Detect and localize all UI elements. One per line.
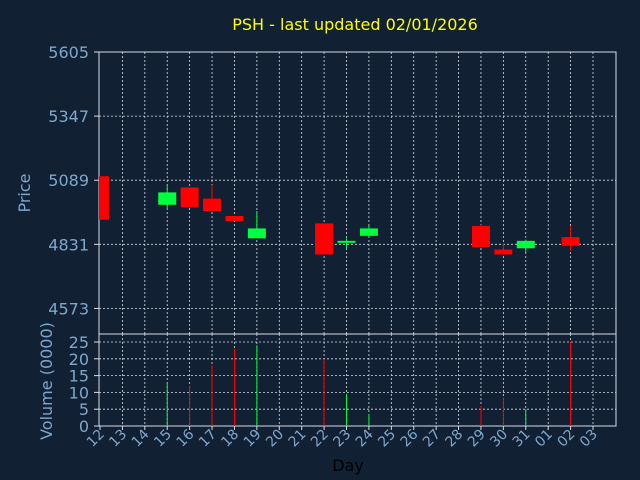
price-panel-frame <box>98 51 617 335</box>
x-tick-label: 16 <box>174 426 198 450</box>
volume-gridlines <box>99 334 616 426</box>
candle-body-17 <box>203 198 222 212</box>
x-tick-label: 31 <box>510 427 534 451</box>
candle-body-12 <box>99 176 109 220</box>
candle-body-24 <box>359 228 378 236</box>
x-tick-label: 21 <box>286 427 310 451</box>
x-tick-label: 02 <box>554 427 578 451</box>
x-tick-label: 28 <box>442 427 466 451</box>
candle-body-22 <box>315 223 334 255</box>
price-axis-ticks: 5605 5347 5089 4831 4573 <box>48 43 99 318</box>
price-tick-label: 5089 <box>48 171 89 190</box>
candle-body-02 <box>561 237 580 246</box>
candle-body-30 <box>494 249 513 255</box>
volume-axis-label: Volume (0000) <box>37 322 56 440</box>
x-tick-label: 26 <box>398 426 422 450</box>
candlestick-series <box>99 176 580 255</box>
price-tick-label: 5347 <box>48 107 89 126</box>
x-tick-label: 24 <box>353 426 377 450</box>
x-tick-label: 15 <box>151 427 175 451</box>
x-axis-ticks: 1213141516171819202122232425262728293031… <box>84 426 601 450</box>
volume-series <box>166 342 572 426</box>
candle-body-31 <box>516 240 535 249</box>
candle-body-19 <box>247 228 266 239</box>
x-tick-label: 29 <box>465 427 489 451</box>
candle-body-16 <box>180 187 199 208</box>
volume-panel-frame <box>98 333 617 427</box>
x-tick-label: 17 <box>196 427 220 451</box>
x-tick-label: 22 <box>308 427 332 451</box>
volume-tick-label: 0 <box>79 417 89 436</box>
x-tick-label: 14 <box>129 426 153 450</box>
x-tick-label: 19 <box>241 427 265 451</box>
price-tick-label: 4573 <box>48 299 89 318</box>
x-tick-label: 23 <box>330 427 354 451</box>
x-tick-label: 30 <box>487 427 511 451</box>
x-tick-label: 27 <box>420 427 444 451</box>
candle-body-29 <box>471 225 490 248</box>
volume-tick-label: 25 <box>69 333 89 352</box>
candle-body-23 <box>337 240 356 243</box>
volume-tick-label: 15 <box>69 367 89 386</box>
price-tick-label: 5605 <box>48 43 89 62</box>
price-gridlines <box>99 52 616 334</box>
x-tick-label: 01 <box>532 427 556 451</box>
volume-tick-label: 10 <box>69 383 89 402</box>
x-tick-label: 13 <box>106 427 130 451</box>
chart-title: PSH - last updated 02/01/2026 <box>232 15 478 34</box>
x-tick-label: 20 <box>263 427 287 451</box>
price-tick-label: 4831 <box>48 235 89 254</box>
candle-body-18 <box>225 215 244 221</box>
candle-body-15 <box>158 192 177 205</box>
price-axis-label: Price <box>15 173 34 212</box>
x-tick-label: 03 <box>577 427 601 451</box>
x-tick-label: 18 <box>218 427 242 451</box>
volume-tick-label: 20 <box>69 350 89 369</box>
x-tick-label: 25 <box>375 427 399 451</box>
x-axis-label: Day <box>332 456 364 475</box>
volume-tick-label: 5 <box>79 400 89 419</box>
